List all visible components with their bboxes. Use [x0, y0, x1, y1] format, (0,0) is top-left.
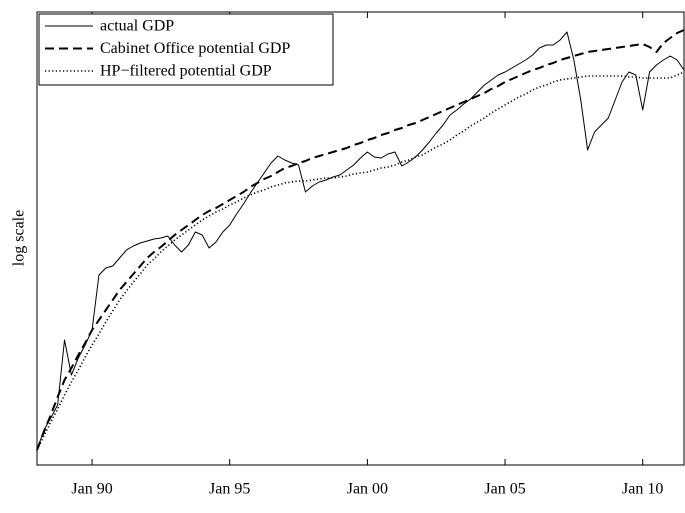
x-tick-label: Jan 05 [484, 481, 525, 498]
plot-area [36, 12, 685, 465]
x-tick-label: Jan 90 [71, 481, 112, 498]
legend: actual GDP Cabinet Office potential GDP HP… [38, 13, 334, 86]
series-line [36, 31, 685, 451]
legend-label: HP−filtered potential GDP [100, 63, 272, 80]
x-tick-label: Jan 10 [622, 481, 663, 498]
y-axis-label: log scale [11, 210, 28, 266]
series-line [36, 71, 685, 451]
x-tick-label: Jan 95 [209, 481, 250, 498]
x-tick-label: Jan 00 [347, 481, 388, 498]
series-line [36, 29, 685, 451]
legend-label: Cabinet Office potential GDP [100, 40, 290, 57]
legend-label: actual GDP [100, 18, 174, 35]
plot-frame [36, 11, 685, 466]
